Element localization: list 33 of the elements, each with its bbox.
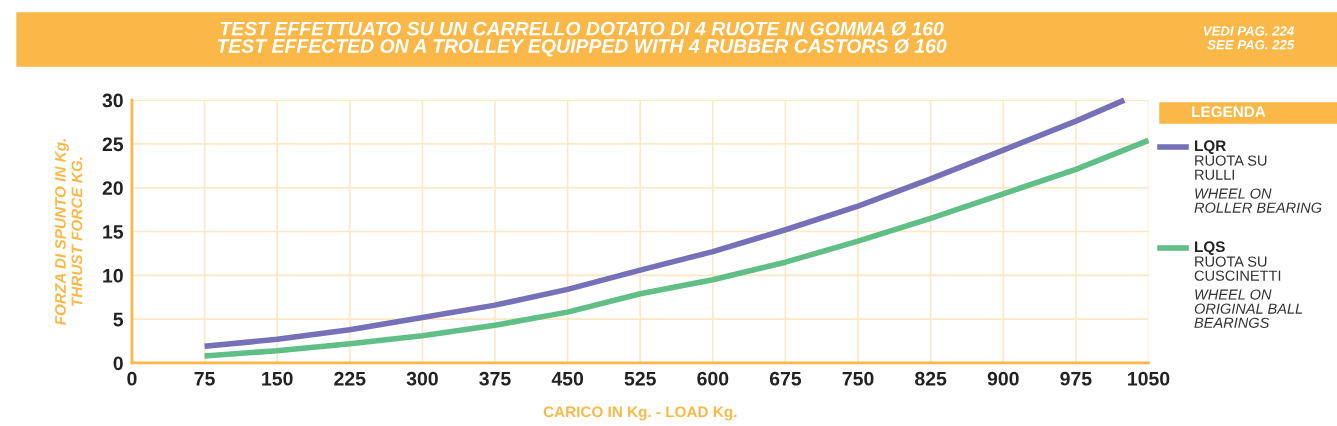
x-tick-label: 300 (406, 371, 438, 386)
text: WHEEL ON ORIGINAL BALL BEARINGS (1194, 289, 1303, 328)
x-tick-label: 450 (551, 371, 584, 386)
text: VEDI PAG. 224 SEE PAG. 225 (1203, 26, 1295, 50)
y-tick-label: 10 (103, 268, 123, 283)
text: RUOTA SU CUSCINETTI (1194, 256, 1281, 281)
legend-label: LQS (1195, 241, 1225, 255)
x-tick-label: 375 (479, 371, 511, 386)
text: WHEEL ON ROLLER BEARING (1194, 188, 1322, 213)
y-tick-label: 15 (103, 225, 124, 239)
y-tick-label: 5 (113, 312, 124, 327)
x-tick-label: 0 (127, 371, 137, 386)
legend-label: LQR (1195, 140, 1226, 154)
x-tick-label: 750 (842, 371, 874, 386)
legend-title: LEGENDA (1192, 106, 1266, 118)
x-axis-title: CARICO IN Kg. - LOAD Kg. (543, 406, 737, 421)
x-tick-label: 150 (262, 371, 293, 386)
y-tick-label: 25 (102, 137, 124, 152)
x-tick-label: 1050 (1128, 371, 1170, 386)
x-tick-label: 825 (915, 371, 947, 386)
y-tick-label: 20 (102, 181, 123, 195)
x-tick-label: 675 (769, 371, 802, 386)
x-tick-label: 225 (334, 371, 366, 386)
y-axis-title: FORZA DI SPUNTO IN Kg. THRUST FORCE KG. (55, 139, 83, 326)
y-tick-label: 0 (113, 356, 123, 371)
chart-title: TEST EFFETTUATO SU UN CARRELLO DOTATO DI 4 RUOTE IN GOMMA Ø 160 TEST EFFECTED ON A TROLLEY EQUIPPED WITH 4 RUBBER CASTORS Ø 160 (217, 21, 947, 57)
x-tick-label: 600 (697, 371, 729, 386)
y-tick-label: 30 (102, 93, 123, 108)
x-tick-label: 900 (987, 371, 1019, 386)
x-tick-label: 75 (194, 372, 215, 386)
text: RUOTA SU RULLI (1195, 155, 1267, 180)
x-tick-label: 975 (1060, 371, 1092, 386)
x-tick-label: 525 (624, 371, 656, 386)
